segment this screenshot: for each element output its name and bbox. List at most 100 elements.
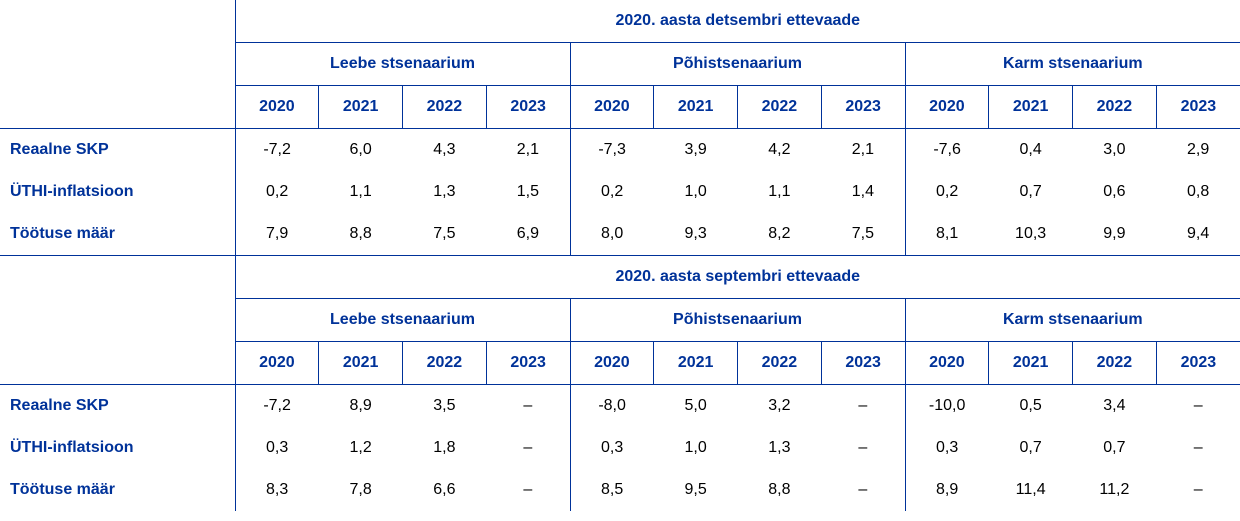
value-cell: 3,0 bbox=[1103, 141, 1126, 158]
value-cell: 1,0 bbox=[684, 183, 707, 200]
value-cell: 0,7 bbox=[1019, 439, 1042, 456]
table-row: ÜTHI-inflatsioon 0,3 1,2 1,8 – 0,3 1,0 1,3 – 0,3 0… bbox=[0, 427, 1240, 469]
year-header: 2021 bbox=[318, 85, 403, 129]
value-cell: – bbox=[858, 439, 868, 456]
year-header: 2023 bbox=[1155, 341, 1240, 385]
value-cell: 0,2 bbox=[234, 171, 319, 213]
value-cell: 7,5 bbox=[433, 225, 456, 242]
value-cell: 0,3 bbox=[569, 427, 654, 469]
year-header: 2021 bbox=[653, 85, 738, 129]
table-row: Reaalne SKP -7,2 8,9 3,5 – -8,0 5,0 3,2 – -10,0 0,… bbox=[0, 384, 1240, 427]
year-header: 2022 bbox=[737, 341, 822, 385]
value-cell: 6,0 bbox=[349, 141, 372, 158]
value-cell: – bbox=[523, 397, 533, 414]
value-cell: 8,2 bbox=[768, 225, 791, 242]
value-cell: 6,6 bbox=[433, 481, 456, 498]
value-cell: 2,1 bbox=[851, 141, 874, 158]
value-cell: 0,2 bbox=[569, 171, 654, 213]
value-cell: 2,9 bbox=[1187, 141, 1210, 158]
value-cell: – bbox=[858, 481, 868, 498]
value-cell: 9,5 bbox=[684, 481, 707, 498]
value-cell: 9,9 bbox=[1103, 225, 1126, 242]
value-cell: 1,4 bbox=[851, 183, 874, 200]
value-cell: 11,2 bbox=[1099, 481, 1130, 498]
corner-cell bbox=[0, 0, 235, 129]
value-cell: 10,3 bbox=[1015, 225, 1047, 242]
value-cell: 7,5 bbox=[851, 225, 874, 242]
value-cell: 0,6 bbox=[1103, 183, 1126, 200]
value-cell: -10,0 bbox=[904, 384, 989, 427]
year-header: 2022 bbox=[1072, 85, 1157, 129]
value-cell: – bbox=[523, 439, 533, 456]
year-header: 2023 bbox=[485, 341, 570, 385]
value-cell: – bbox=[858, 397, 868, 414]
year-header: 2022 bbox=[402, 85, 487, 129]
table-row: Reaalne SKP -7,2 6,0 4,3 2,1 -7,3 3,9 4,2 2,1 -7,… bbox=[0, 128, 1240, 171]
value-cell: 0,3 bbox=[904, 427, 989, 469]
value-cell: 1,8 bbox=[433, 439, 456, 456]
value-cell: 8,5 bbox=[569, 469, 654, 511]
value-cell: 3,5 bbox=[433, 397, 456, 414]
value-cell: 9,3 bbox=[684, 225, 707, 242]
year-header: 2020 bbox=[569, 341, 654, 385]
year-header: 2023 bbox=[1155, 85, 1240, 129]
value-cell: 1,1 bbox=[768, 183, 791, 200]
value-cell: 8,9 bbox=[349, 397, 372, 414]
value-cell: 1,1 bbox=[349, 183, 372, 200]
value-cell: 0,4 bbox=[1019, 141, 1042, 158]
value-cell: 6,9 bbox=[516, 225, 539, 242]
value-cell: 4,2 bbox=[768, 141, 791, 158]
year-header: 2020 bbox=[569, 85, 654, 129]
value-cell: 1,3 bbox=[768, 439, 791, 456]
value-cell: – bbox=[1193, 439, 1203, 456]
scenario-header: Põhistsenaarium bbox=[569, 42, 905, 86]
year-header: 2021 bbox=[653, 341, 738, 385]
table-row: Töötuse määr 7,9 8,8 7,5 6,9 8,0 9,3 8,2 7,5 8,1 1… bbox=[0, 213, 1240, 256]
row-label: Töötuse määr bbox=[10, 481, 115, 498]
value-cell: -7,2 bbox=[234, 384, 319, 427]
value-cell: 11,4 bbox=[1015, 481, 1046, 498]
block-title: 2020. aasta septembri ettevaade bbox=[234, 255, 1240, 299]
value-cell: 7,9 bbox=[234, 213, 319, 256]
value-cell: -7,3 bbox=[569, 128, 654, 171]
value-cell: 8,8 bbox=[768, 481, 791, 498]
value-cell: -7,2 bbox=[234, 128, 319, 171]
year-header: 2022 bbox=[737, 85, 822, 129]
value-cell: 3,4 bbox=[1103, 397, 1126, 414]
year-header: 2020 bbox=[234, 341, 319, 385]
scenario-header: Karm stsenaarium bbox=[904, 298, 1240, 342]
row-label: Töötuse määr bbox=[10, 225, 115, 242]
value-cell: 1,3 bbox=[433, 183, 456, 200]
corner-cell bbox=[0, 255, 235, 385]
value-cell: -7,6 bbox=[904, 128, 989, 171]
table-row: Töötuse määr 8,3 7,8 6,6 – 8,5 9,5 8,8 – 8,9 11,4 1… bbox=[0, 469, 1240, 511]
value-cell: 8,3 bbox=[234, 469, 319, 511]
year-header: 2020 bbox=[904, 341, 989, 385]
value-cell: 7,8 bbox=[349, 481, 372, 498]
value-cell: 0,2 bbox=[904, 171, 989, 213]
value-cell: 3,9 bbox=[684, 141, 707, 158]
year-header: 2023 bbox=[820, 341, 905, 385]
value-cell: -8,0 bbox=[569, 384, 654, 427]
row-label: Reaalne SKP bbox=[10, 397, 109, 414]
value-cell: 4,3 bbox=[433, 141, 456, 158]
value-cell: 0,7 bbox=[1103, 439, 1126, 456]
year-header: 2021 bbox=[988, 85, 1073, 129]
value-cell: 8,1 bbox=[904, 213, 989, 256]
value-cell: 1,5 bbox=[516, 183, 539, 200]
value-cell: 0,7 bbox=[1019, 183, 1042, 200]
scenario-header: Leebe stsenaarium bbox=[234, 298, 570, 342]
value-cell: 1,0 bbox=[684, 439, 707, 456]
value-cell: 8,9 bbox=[904, 469, 989, 511]
value-cell: 0,3 bbox=[234, 427, 319, 469]
value-cell: 5,0 bbox=[684, 397, 707, 414]
value-cell: 0,5 bbox=[1019, 397, 1042, 414]
year-header: 2023 bbox=[485, 85, 570, 129]
value-cell: 9,4 bbox=[1187, 225, 1210, 242]
row-label: ÜTHI-inflatsioon bbox=[10, 439, 134, 456]
table-row: ÜTHI-inflatsioon 0,2 1,1 1,3 1,5 0,2 1,0 1,1 1,4… bbox=[0, 171, 1240, 213]
value-cell: 2,1 bbox=[516, 141, 539, 158]
value-cell: 3,2 bbox=[768, 397, 791, 414]
row-label: Reaalne SKP bbox=[10, 141, 109, 158]
